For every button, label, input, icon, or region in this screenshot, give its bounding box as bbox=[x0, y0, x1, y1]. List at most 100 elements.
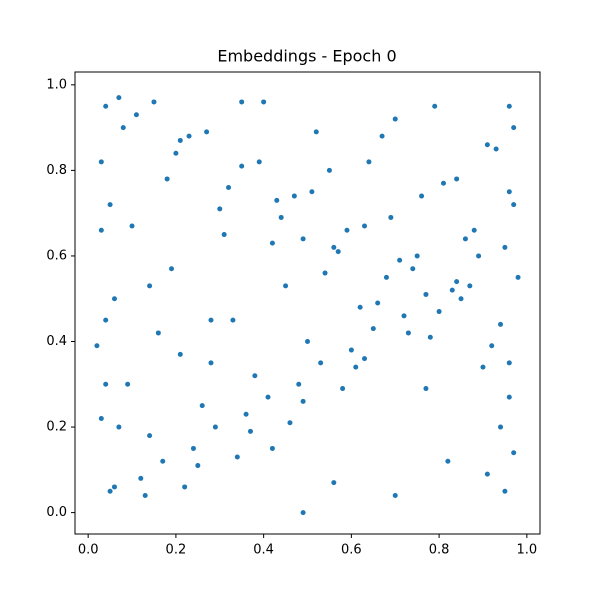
point bbox=[340, 386, 346, 392]
point bbox=[401, 313, 407, 319]
point bbox=[212, 424, 218, 430]
point bbox=[462, 236, 468, 242]
point bbox=[388, 214, 394, 220]
point bbox=[226, 185, 232, 190]
point bbox=[313, 129, 319, 135]
point bbox=[151, 99, 157, 105]
point bbox=[331, 480, 337, 486]
y-tick-label: 0.0 bbox=[46, 505, 67, 520]
point bbox=[484, 142, 490, 148]
point bbox=[414, 253, 420, 259]
point bbox=[199, 403, 205, 409]
point bbox=[269, 240, 275, 246]
point bbox=[252, 373, 258, 379]
point bbox=[410, 266, 416, 272]
point bbox=[103, 381, 109, 387]
point bbox=[405, 330, 411, 336]
point bbox=[98, 159, 104, 165]
y-tick-label: 0.8 bbox=[46, 163, 67, 178]
point bbox=[111, 296, 117, 302]
x-tick-label: 0.8 bbox=[429, 543, 450, 558]
point bbox=[247, 428, 253, 434]
x-tick-label: 0.0 bbox=[78, 543, 99, 558]
point bbox=[353, 364, 359, 370]
point bbox=[392, 493, 398, 498]
point bbox=[98, 416, 104, 421]
point bbox=[335, 249, 341, 255]
point bbox=[160, 458, 166, 464]
point bbox=[318, 360, 324, 366]
point bbox=[208, 360, 214, 366]
point bbox=[467, 283, 473, 289]
point bbox=[278, 214, 284, 220]
point bbox=[498, 321, 504, 327]
point bbox=[458, 296, 464, 302]
point bbox=[169, 266, 175, 272]
point bbox=[177, 351, 183, 357]
y-tick-label: 1.0 bbox=[46, 77, 67, 92]
point bbox=[454, 279, 460, 285]
point bbox=[419, 193, 425, 199]
point bbox=[379, 133, 385, 139]
y-tick-label: 0.4 bbox=[46, 334, 67, 349]
point bbox=[375, 300, 381, 306]
point bbox=[511, 202, 517, 208]
point bbox=[287, 420, 293, 426]
point bbox=[506, 360, 512, 366]
point bbox=[454, 176, 460, 182]
point bbox=[243, 411, 249, 417]
point bbox=[296, 381, 302, 387]
point bbox=[331, 244, 337, 250]
point bbox=[129, 223, 135, 229]
point bbox=[445, 458, 451, 464]
point bbox=[506, 103, 512, 109]
point bbox=[190, 445, 196, 451]
point bbox=[147, 283, 153, 289]
point bbox=[476, 253, 482, 259]
point bbox=[502, 488, 508, 494]
point bbox=[116, 424, 122, 430]
point bbox=[103, 103, 109, 109]
point bbox=[300, 510, 306, 516]
point bbox=[383, 274, 389, 280]
x-tick-label: 0.2 bbox=[166, 543, 187, 558]
point bbox=[269, 445, 275, 451]
plot-frame bbox=[74, 71, 541, 535]
y-tick-label: 0.2 bbox=[46, 420, 67, 435]
point bbox=[182, 484, 188, 490]
point bbox=[489, 343, 495, 349]
x-tick-label: 0.4 bbox=[253, 543, 274, 558]
point bbox=[107, 202, 113, 208]
point bbox=[173, 150, 179, 156]
point bbox=[133, 112, 139, 118]
point bbox=[274, 197, 280, 203]
point bbox=[423, 386, 429, 392]
point bbox=[348, 347, 354, 353]
point bbox=[239, 99, 245, 105]
point bbox=[506, 394, 512, 400]
point bbox=[493, 146, 499, 152]
point bbox=[362, 356, 368, 362]
point bbox=[120, 125, 126, 131]
point bbox=[186, 133, 192, 139]
point bbox=[449, 287, 455, 293]
point bbox=[432, 103, 438, 109]
point bbox=[498, 424, 504, 430]
point bbox=[142, 493, 148, 498]
point bbox=[116, 95, 122, 101]
point bbox=[392, 116, 398, 122]
point bbox=[357, 304, 363, 310]
point bbox=[230, 317, 236, 323]
point bbox=[177, 137, 183, 143]
point bbox=[195, 463, 201, 469]
point bbox=[484, 471, 490, 477]
point bbox=[221, 232, 227, 238]
point bbox=[256, 159, 262, 165]
point bbox=[291, 193, 297, 199]
point bbox=[480, 364, 486, 370]
point bbox=[204, 129, 210, 135]
point bbox=[322, 270, 328, 276]
point bbox=[111, 484, 117, 490]
point bbox=[366, 159, 372, 165]
